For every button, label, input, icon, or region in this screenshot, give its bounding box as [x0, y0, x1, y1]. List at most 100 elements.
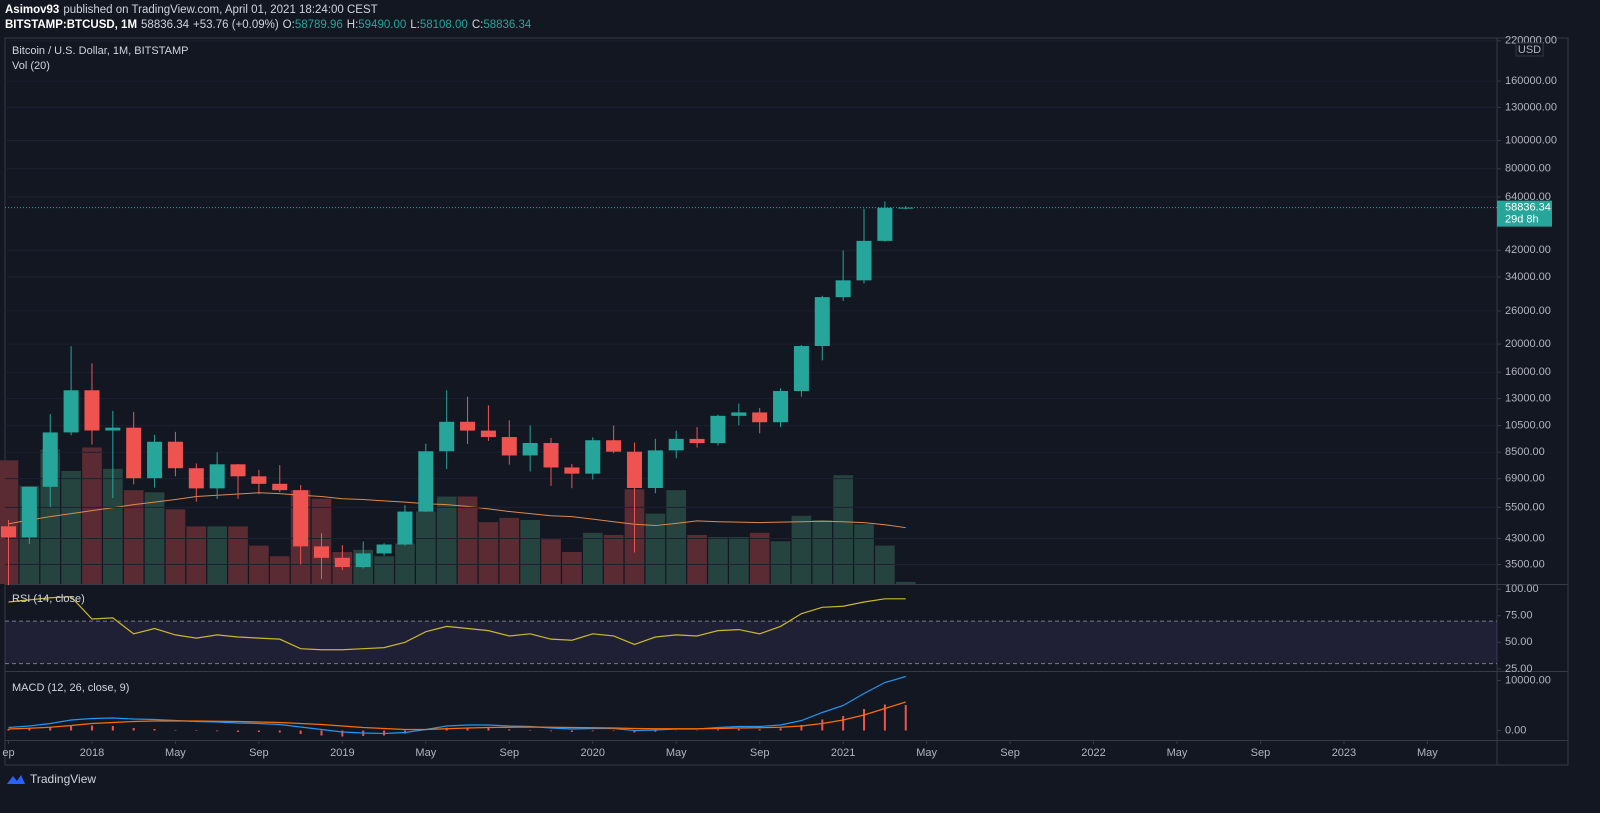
candle-body: [418, 451, 434, 512]
candle-body: [543, 442, 559, 468]
ohlc-item: C:58836.34: [472, 18, 531, 33]
candle-body: [501, 437, 517, 456]
x-tick-label: May: [916, 747, 937, 759]
y-tick-label: 100.00: [1505, 583, 1539, 595]
y-tick-label: 20000.00: [1505, 338, 1551, 350]
publish-line: Asimov93 published on TradingView.com, A…: [5, 3, 531, 18]
y-tick-label: 130000.00: [1505, 101, 1557, 113]
y-tick-label: 80000.00: [1505, 163, 1551, 175]
ohlc-value: 58789.96: [294, 19, 343, 31]
rsi-legend: RSI (14, close): [12, 593, 85, 605]
candle-body: [63, 390, 79, 433]
volume-bar: [562, 552, 582, 584]
signal-line: [8, 701, 906, 731]
candle-body: [814, 297, 830, 346]
candle-body: [480, 430, 496, 438]
candle-body: [0, 526, 17, 538]
volume-bar: [82, 447, 102, 584]
volume-bar: [833, 475, 853, 584]
ohlc-value: 58108.00: [419, 19, 468, 31]
candle-body: [355, 553, 371, 568]
y-tick-label: 100000.00: [1505, 134, 1557, 146]
volume-bar: [0, 460, 19, 584]
y-tick-label: 26000.00: [1505, 305, 1551, 317]
volume-bar: [269, 556, 290, 584]
ohlc-value: 58836.34: [483, 19, 532, 31]
candle-body: [188, 468, 204, 489]
footer: TradingView: [6, 772, 96, 786]
header: Asimov93 published on TradingView.com, A…: [5, 3, 531, 33]
candle-body: [209, 464, 225, 489]
x-tick-label: 2018: [80, 747, 104, 759]
y-tick-label: 5500.00: [1505, 501, 1545, 513]
volume-bar: [645, 513, 666, 584]
rsi-band: [5, 621, 1497, 664]
volume-bar: [103, 468, 123, 584]
y-tick-label: 3500.00: [1505, 558, 1545, 570]
volume-bar: [541, 539, 561, 584]
volume-bar: [395, 543, 415, 584]
candle-body: [606, 440, 622, 452]
ohlc-value: 59490.00: [358, 19, 407, 31]
volume-bar: [812, 520, 833, 584]
candle-body: [376, 544, 392, 554]
candle-body: [877, 207, 893, 241]
last-price-label: 58836.34: [1505, 202, 1551, 214]
x-tick-label: May: [1167, 747, 1188, 759]
candle-body: [835, 280, 851, 298]
candle-body: [689, 438, 705, 444]
candle-body: [668, 438, 684, 451]
change: +53.76 (+0.09%): [193, 19, 279, 31]
x-tick-label: May: [165, 747, 186, 759]
plot: 3500.00 4300.00 5500.00 6900.00 8500.00 10500…: [0, 35, 1557, 759]
candle-body: [752, 412, 768, 423]
candle-body: [564, 467, 580, 474]
author: Asimov93: [5, 4, 60, 16]
x-tick-label: 2023: [1332, 747, 1356, 759]
candle-body: [334, 557, 350, 568]
y-tick-label: 160000.00: [1505, 75, 1557, 87]
candle-body: [647, 450, 663, 488]
volume-bar: [123, 490, 144, 584]
published: published on TradingView.com, April 01, …: [63, 4, 378, 16]
volume-bar: [582, 532, 603, 584]
y-tick-label: 34000.00: [1505, 271, 1551, 283]
x-tick-label: Sep: [1000, 747, 1020, 759]
candle-body: [147, 441, 163, 479]
candle-body: [167, 441, 183, 469]
x-tick-label: 2022: [1081, 747, 1105, 759]
volume-bar: [520, 520, 540, 584]
volume-bar: [854, 524, 874, 584]
ohlc-item: L:58108.00: [410, 18, 468, 33]
candle-body: [251, 476, 267, 484]
y-tick-label: 64000.00: [1505, 191, 1551, 203]
last-price-box: [1497, 200, 1552, 227]
main-legend: Bitcoin / U.S. Dollar, 1M, BITSTAMP: [12, 45, 188, 57]
candle-body: [856, 240, 872, 281]
macd-legend: MACD (12, 26, close, 9): [12, 682, 129, 694]
volume-bar: [603, 534, 624, 584]
frame: [4, 37, 1569, 766]
ohlc-item: O:58789.96: [283, 18, 343, 33]
x-tick-label: May: [666, 747, 687, 759]
volume-bar: [374, 556, 394, 584]
volume-bar: [749, 532, 770, 584]
y-tick-label: 0.00: [1505, 724, 1526, 736]
ohlc-key: H:: [346, 19, 359, 31]
volume-bar: [457, 496, 478, 584]
candle-body: [626, 451, 642, 488]
volume-bar: [478, 522, 499, 584]
candle-body: [793, 345, 809, 392]
logo: [7, 775, 25, 784]
currency: USD: [1518, 44, 1541, 56]
y-tick-label: 6900.00: [1505, 473, 1545, 485]
candle-body: [293, 490, 309, 547]
volume-bar: [207, 526, 227, 584]
ohlc-item: H:59490.00: [347, 18, 406, 33]
candle-body: [710, 415, 726, 444]
candle-body: [585, 440, 601, 474]
candle-body: [272, 483, 288, 491]
volume-bar: [687, 534, 707, 584]
x-tick-label: Sep: [750, 747, 770, 759]
symbol-line: BITSTAMP:BTCUSD, 1M 58836.34 +53.76 (+0.…: [5, 18, 531, 33]
